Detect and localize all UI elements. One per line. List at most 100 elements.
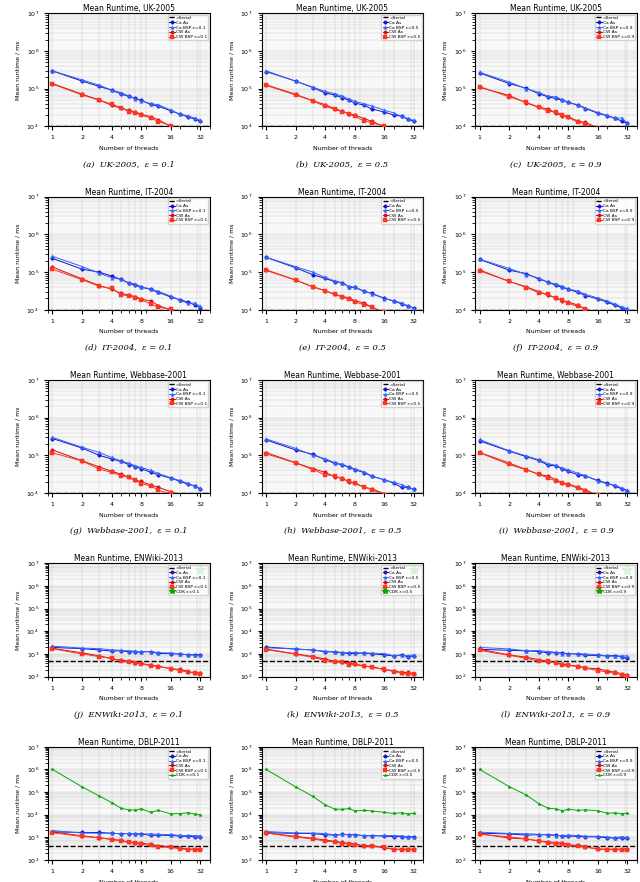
Ca BSP ε=0.1 xyxy=(117,87,125,98)
Ca As xyxy=(321,454,329,465)
CW BSP ε=0.1 xyxy=(167,488,175,498)
CW As xyxy=(574,300,582,310)
X-axis label: Number of threads: Number of threads xyxy=(313,879,372,882)
CW As xyxy=(108,100,115,110)
CW As xyxy=(611,844,619,855)
Ca As xyxy=(574,831,582,841)
CW As xyxy=(618,844,625,855)
CW As xyxy=(49,445,56,455)
CW BSP ε=0.1 xyxy=(108,834,115,845)
Ca As xyxy=(138,647,145,657)
Ca BSP ε=0.1 xyxy=(177,830,184,841)
CW As xyxy=(117,835,125,846)
=Serial xyxy=(476,304,483,315)
CW BSP ε=0.9 xyxy=(559,660,566,670)
Ca BSP ε=0.1 xyxy=(95,643,103,654)
CDK ε=0.5 xyxy=(292,781,300,792)
X-axis label: Number of threads: Number of threads xyxy=(526,879,586,882)
Ca BSP ε=0.1 xyxy=(132,646,140,656)
CDK ε=0.9 xyxy=(535,798,543,809)
CW As xyxy=(292,274,300,285)
Ca BSP ε=0.9 xyxy=(623,485,631,496)
Ca BSP ε=0.1 xyxy=(167,105,175,116)
Ca As xyxy=(360,831,368,841)
CW As xyxy=(167,663,175,674)
Ca BSP ε=0.1 xyxy=(147,828,154,839)
Title: Mean Runtime, IT-2004: Mean Runtime, IT-2004 xyxy=(84,188,173,197)
CW As xyxy=(167,486,175,497)
Ca As xyxy=(155,469,163,480)
CW BSP ε=0.5 xyxy=(410,845,418,856)
Ca BSP ε=0.1 xyxy=(78,643,86,654)
Line: Ca BSP ε=0.5: Ca BSP ε=0.5 xyxy=(264,437,415,491)
Ca As xyxy=(594,475,602,486)
Ca As xyxy=(582,290,589,301)
CW BSP ε=0.1 xyxy=(95,95,103,106)
Ca BSP ε=0.1 xyxy=(177,109,184,120)
Ca BSP ε=0.9 xyxy=(618,832,625,842)
Ca As xyxy=(552,460,560,471)
CW BSP ε=0.5 xyxy=(309,652,317,662)
Ca BSP ε=0.9 xyxy=(574,286,582,296)
CW As xyxy=(108,284,115,295)
CW As xyxy=(559,659,566,669)
Line: CW BSP ε=0.9: CW BSP ε=0.9 xyxy=(478,833,629,851)
Y-axis label: Mean runtime / ms: Mean runtime / ms xyxy=(443,590,448,650)
Ca As xyxy=(184,296,192,307)
Ca BSP ε=0.5 xyxy=(404,832,412,842)
Ca BSP ε=0.5 xyxy=(351,647,358,658)
CW As xyxy=(345,476,353,487)
Ca As xyxy=(368,830,376,841)
=Serial xyxy=(262,304,270,315)
CDK ε=0.1 xyxy=(191,809,198,819)
X-axis label: Number of threads: Number of threads xyxy=(313,329,372,334)
CW BSP ε=0.5 xyxy=(380,307,388,318)
Line: Ca BSP ε=0.1: Ca BSP ε=0.1 xyxy=(51,69,202,122)
CW BSP ε=0.9 xyxy=(476,829,483,840)
CW As xyxy=(167,841,175,852)
Y-axis label: Mean runtime / ms: Mean runtime / ms xyxy=(229,40,234,100)
CW BSP ε=0.5 xyxy=(292,90,300,101)
X-axis label: Number of threads: Number of threads xyxy=(526,146,586,151)
Ca As xyxy=(623,304,631,315)
CW BSP ε=0.1 xyxy=(117,470,125,481)
CW As xyxy=(155,661,163,671)
CW BSP ε=0.1 xyxy=(138,478,145,489)
Ca BSP ε=0.1 xyxy=(138,462,145,473)
Line: CW BSP ε=0.5: CW BSP ε=0.5 xyxy=(264,84,415,139)
Ca As xyxy=(410,116,418,127)
CDK ε=0.5 xyxy=(368,805,376,816)
CDK ε=0.9 xyxy=(574,805,582,816)
CW As xyxy=(345,838,353,848)
Ca BSP ε=0.1 xyxy=(191,481,198,491)
Line: CW As: CW As xyxy=(478,832,629,851)
X-axis label: Number of threads: Number of threads xyxy=(526,512,586,518)
CW As xyxy=(397,312,405,323)
CW As xyxy=(117,654,125,665)
Ca BSP ε=0.5 xyxy=(309,645,317,655)
CW As xyxy=(476,265,483,275)
CW As xyxy=(535,287,543,297)
Ca BSP ε=0.1 xyxy=(191,113,198,123)
Line: Ca As: Ca As xyxy=(478,439,629,492)
CW BSP ε=0.5 xyxy=(345,108,353,119)
Ca As xyxy=(191,649,198,660)
Ca As xyxy=(147,99,154,109)
Ca BSP ε=0.9 xyxy=(544,277,552,288)
Ca As xyxy=(505,78,513,89)
Ca BSP ε=0.5 xyxy=(410,115,418,125)
Ca BSP ε=0.9 xyxy=(522,828,530,839)
CW As xyxy=(390,844,397,855)
CW As xyxy=(309,463,317,474)
Line: CW BSP ε=0.9: CW BSP ε=0.9 xyxy=(478,269,629,325)
CW BSP ε=0.9 xyxy=(574,482,582,493)
Ca BSP ε=0.5 xyxy=(410,832,418,842)
Ca BSP ε=0.1 xyxy=(132,279,140,289)
CW As xyxy=(618,669,625,679)
CDK ε=0.9 xyxy=(623,808,631,818)
Line: Ca BSP ε=0.9: Ca BSP ε=0.9 xyxy=(478,71,629,124)
CDK ε=0.1 xyxy=(117,803,125,813)
Ca BSP ε=0.9 xyxy=(594,475,602,486)
Text: (i)  Webbase-2001,  ε = 0.9: (i) Webbase-2001, ε = 0.9 xyxy=(499,527,613,535)
CW As xyxy=(309,281,317,292)
